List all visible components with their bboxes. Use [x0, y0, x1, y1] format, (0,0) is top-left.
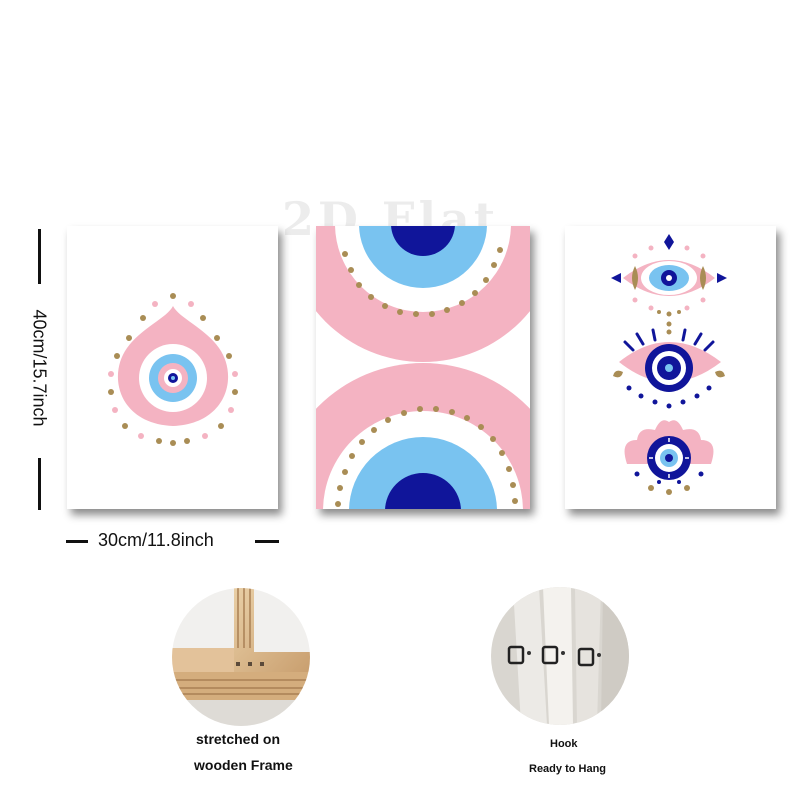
half-circles-evil-eye-art — [316, 226, 530, 509]
print-panel-teardrop — [67, 226, 278, 509]
wooden-frame-corner-photo — [172, 588, 310, 726]
height-dimension-line-top — [38, 229, 41, 284]
wooden-frame-illustration — [172, 588, 310, 726]
print-panel-half-circles — [316, 226, 530, 509]
print-panel-stacked-eyes — [565, 226, 776, 509]
height-dimension-line-bottom — [38, 458, 41, 510]
hook-caption-line1: Hook — [550, 738, 578, 750]
teardrop-evil-eye-art — [108, 293, 238, 446]
width-dimension-line-right — [255, 540, 279, 543]
frame-caption-line2: wooden Frame — [194, 757, 293, 773]
height-dimension-label: 40cm/15.7inch — [29, 309, 50, 427]
hook-caption-line2: Ready to Hang — [529, 763, 607, 775]
stacked-evil-eyes-art — [611, 234, 727, 495]
hook-photo — [491, 587, 629, 725]
width-dimension-line-left — [66, 540, 88, 543]
hook-illustration — [491, 587, 629, 725]
frame-caption-line1: stretched on — [196, 731, 281, 747]
width-dimension-label: 30cm/11.8inch — [98, 530, 214, 550]
